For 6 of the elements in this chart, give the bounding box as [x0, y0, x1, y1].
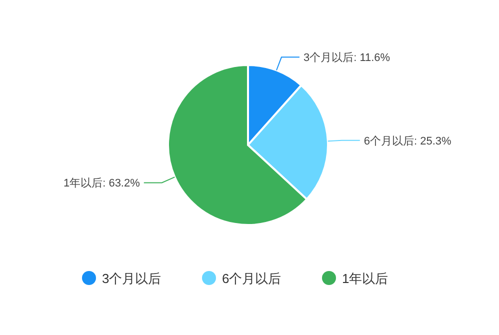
legend-label: 1年以后	[342, 271, 388, 286]
data-label: 3个月以后: 11.6%	[303, 51, 390, 64]
legend-label: 3个月以后	[102, 271, 162, 286]
data-label: 1年以后: 63.2%	[63, 176, 140, 190]
legend-label: 6个月以后	[222, 271, 282, 286]
data-label: 6个月以后: 25.3%	[364, 134, 452, 148]
